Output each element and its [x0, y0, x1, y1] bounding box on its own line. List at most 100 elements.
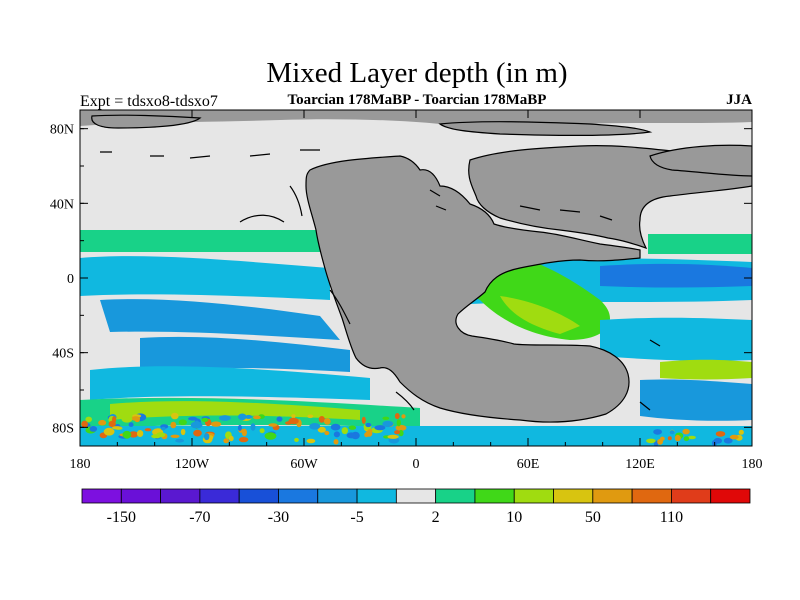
- field-speckle: [112, 426, 122, 430]
- field-speckle: [259, 428, 265, 434]
- colorbar-box: [553, 488, 594, 504]
- field-speckle: [161, 426, 166, 431]
- field-speckle: [365, 422, 372, 428]
- land-arctic-island-east: [438, 121, 653, 136]
- land-arctic-island-west: [91, 114, 202, 129]
- field-speckle: [288, 417, 299, 425]
- colorbar-box: [710, 488, 751, 504]
- field-speckle: [245, 414, 253, 419]
- field-speckle: [136, 430, 144, 437]
- colorbar-box: [317, 488, 358, 504]
- field-speckle: [294, 437, 299, 442]
- land-arctic-strip: [80, 110, 752, 127]
- field-speckle: [144, 428, 152, 432]
- colorbar-label: -5: [350, 509, 363, 526]
- colorbar: -150 -70 -30 -5 2 10 50 110: [81, 488, 751, 526]
- colorbar-label: -150: [107, 509, 136, 526]
- colorbar-box: [435, 488, 476, 504]
- field-speckle: [348, 425, 357, 430]
- field-speckle: [193, 429, 202, 437]
- x-tick-label: 120E: [625, 457, 655, 472]
- colorbar-box: [160, 488, 201, 504]
- coast-arctic-dashes: [100, 149, 320, 159]
- field-speckle: [241, 428, 247, 437]
- field-speckle: [89, 426, 98, 432]
- field-speckle: [323, 418, 331, 425]
- field-speckle: [738, 429, 744, 435]
- coast-southern-islands: [395, 339, 661, 411]
- x-tick-label: 180: [742, 457, 763, 472]
- field-speckle: [318, 416, 325, 423]
- field-speckle: [657, 438, 663, 445]
- south-pacific-blue-2: [140, 336, 350, 372]
- equatorial-cyan-band: [80, 256, 330, 300]
- field-speckle: [238, 413, 247, 421]
- field-speckle: [180, 428, 186, 436]
- colorbar-box: [238, 488, 279, 504]
- field-speckle: [674, 434, 681, 442]
- colorbar-box: [631, 488, 672, 504]
- field-speckle: [667, 436, 672, 441]
- x-tick-label: 60E: [517, 457, 540, 472]
- x-axis: 180 120W 60W 0 60E 120E 180: [70, 110, 763, 472]
- field-speckle: [365, 430, 373, 437]
- colorbar-box: [513, 488, 554, 504]
- field-speckle: [201, 417, 209, 422]
- field-speckle: [276, 416, 283, 422]
- colorbar-box: [474, 488, 515, 504]
- field-speckle: [382, 420, 394, 428]
- colorbar-box: [592, 488, 633, 504]
- coastline-contours: [100, 149, 661, 411]
- field-speckle: [309, 423, 321, 430]
- colorbar-label: -30: [268, 509, 289, 526]
- southern-ocean-noise: [81, 412, 744, 446]
- mixed-layer-field: [80, 230, 752, 446]
- southern-band-cyan: [80, 426, 752, 446]
- chart-title: Mixed Layer depth (in m): [266, 57, 567, 89]
- x-tick-label: 0: [413, 457, 420, 472]
- field-speckle: [646, 438, 656, 444]
- field-speckle: [723, 437, 733, 444]
- colorbar-label: 2: [432, 509, 440, 526]
- y-tick-label: 40N: [50, 197, 74, 212]
- field-speckle: [307, 414, 314, 419]
- colorbar-box: [278, 488, 319, 504]
- field-speckle: [237, 424, 242, 431]
- field-speckle: [361, 416, 366, 424]
- season-label: JJA: [726, 92, 752, 108]
- map-panel: [80, 110, 752, 446]
- field-speckle: [170, 421, 177, 429]
- colorbar-box: [81, 488, 122, 504]
- x-tick-label: 180: [70, 457, 91, 472]
- field-speckle: [98, 419, 107, 426]
- period-label: Toarcian 178MaBP - Toarcian 178MaBP: [288, 92, 547, 108]
- colorbar-box: [199, 488, 240, 504]
- east-southern-ocean-yellow: [660, 359, 752, 380]
- field-speckle: [653, 429, 662, 435]
- field-speckle: [306, 438, 316, 444]
- south-pacific-cyan: [90, 366, 370, 400]
- field-speckle: [128, 422, 134, 427]
- y-tick-label: 80S: [52, 421, 74, 436]
- field-speckle: [687, 435, 696, 440]
- field-speckle: [178, 419, 187, 426]
- land-north-east: [649, 144, 752, 177]
- field-speckle: [188, 416, 198, 421]
- field-speckle: [317, 426, 326, 433]
- field-speckle: [341, 427, 348, 435]
- land-masses: [80, 110, 752, 423]
- field-speckle: [238, 437, 249, 443]
- colorbar-box: [120, 488, 161, 504]
- east-southern-ocean-cyan: [600, 317, 752, 361]
- field-speckle: [223, 438, 229, 444]
- field-speckle: [401, 414, 406, 419]
- colorbar-box: [356, 488, 397, 504]
- tropical-band-north: [80, 230, 320, 252]
- field-speckle: [204, 433, 210, 441]
- land-pangaea: [305, 155, 641, 423]
- field-speckle: [81, 420, 88, 428]
- field-speckle: [396, 419, 401, 427]
- field-speckle: [170, 434, 180, 438]
- x-tick-label: 60W: [290, 457, 318, 472]
- field-speckle: [131, 416, 141, 421]
